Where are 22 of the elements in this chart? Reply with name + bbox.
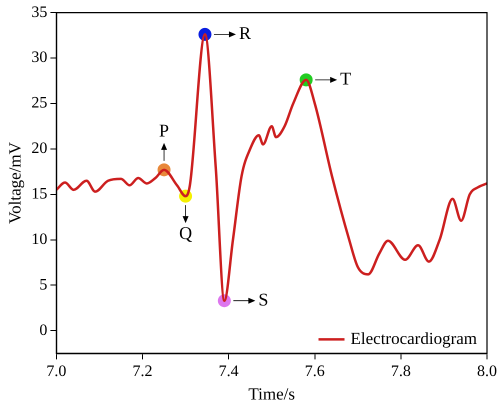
annotation: S — [258, 289, 268, 310]
y-tick-label: 25 — [31, 94, 48, 112]
x-axis-title: Time/s — [248, 384, 296, 404]
y-tick-label: 0 — [39, 322, 48, 339]
y-tick-label: 5 — [39, 276, 48, 294]
x-tick-label: 7.8 — [390, 363, 411, 380]
annotation: R — [238, 23, 251, 44]
x-tick-label: 7.2 — [132, 363, 153, 380]
y-tick-label: 35 — [31, 4, 48, 21]
legend-label: Electrocardiogram — [350, 328, 478, 348]
x-tick-label: 7.0 — [46, 363, 66, 380]
x-tick-label: 7.6 — [304, 363, 325, 380]
y-tick-label: 15 — [31, 186, 48, 203]
annotation: Q — [179, 222, 192, 243]
x-tick-label: 8.0 — [477, 363, 497, 380]
y-axis-title: Voltage/mV — [6, 141, 25, 224]
y-tick-label: 10 — [31, 231, 48, 248]
annotation: T — [340, 68, 352, 89]
y-tick-label: 30 — [31, 49, 48, 66]
x-tick-label: 7.4 — [218, 363, 239, 380]
y-tick-label: 20 — [31, 140, 48, 158]
annotation: P — [159, 120, 170, 141]
